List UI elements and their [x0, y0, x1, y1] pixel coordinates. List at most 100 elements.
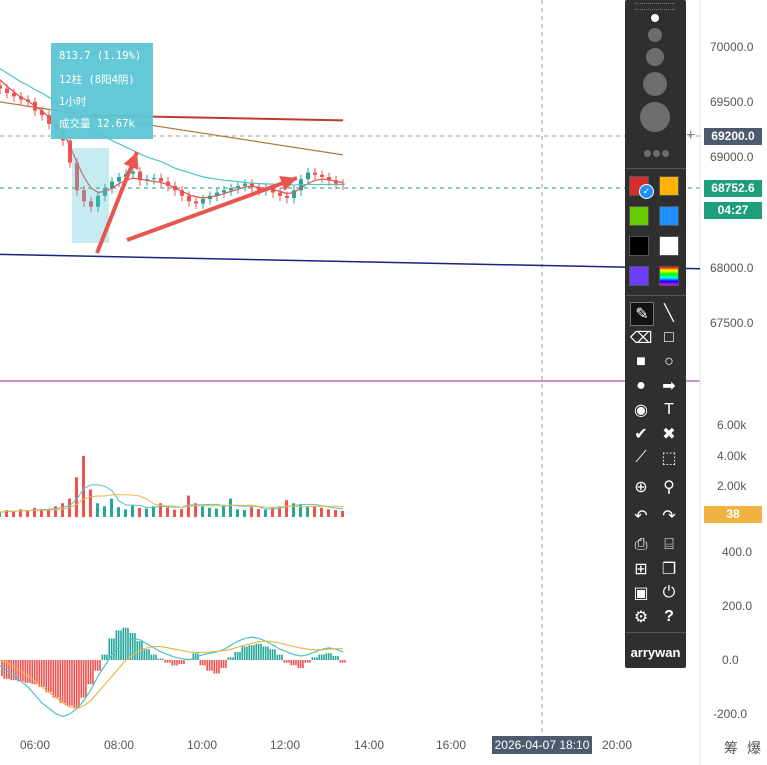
brush-size-1[interactable] [651, 14, 659, 22]
macd-histogram-bar [85, 660, 87, 698]
volume-bar [166, 507, 169, 517]
macd-histogram-bar [232, 657, 234, 660]
check-icon[interactable]: ✔ [634, 426, 648, 443]
macd-histogram-bar [260, 643, 262, 660]
macd-histogram-bar [192, 653, 195, 660]
macd-histogram-bar [1, 660, 3, 677]
brush-size-4[interactable] [643, 72, 667, 96]
brush-more-dot[interactable] [644, 150, 651, 157]
stamp-icon[interactable]: ◉ [634, 402, 648, 419]
user-label: arrywan [630, 645, 681, 660]
color-swatch[interactable] [659, 206, 679, 226]
candle-body [236, 185, 240, 189]
candle-body [68, 140, 72, 163]
macd-histogram-bar [220, 660, 223, 669]
macd-histogram-bar [103, 654, 106, 660]
macd-histogram-bar [229, 657, 232, 660]
rectangle-fill-icon[interactable]: ■ [636, 353, 646, 370]
macd-histogram-bar [327, 653, 330, 660]
print-icon[interactable]: ⎙ [634, 536, 648, 553]
settings-icon[interactable]: ⚙ [633, 609, 649, 626]
color-swatch[interactable] [659, 236, 679, 256]
text-icon[interactable]: T [664, 401, 674, 418]
macd-histogram-bar [113, 638, 115, 660]
line-icon[interactable]: ╲ [664, 305, 674, 322]
macd-histogram-bar [218, 660, 220, 674]
candle-body [75, 162, 79, 191]
volume-bar [47, 509, 50, 517]
candle-body [320, 174, 324, 177]
brush-more-dot[interactable] [653, 150, 660, 157]
burst-button[interactable]: 爆 [747, 740, 761, 756]
volume-bar [201, 506, 204, 517]
volume-bar [194, 503, 197, 517]
brush-size-5[interactable] [640, 102, 670, 132]
volume-bar [12, 511, 15, 517]
candle-body [131, 171, 135, 174]
volume-bar [243, 510, 246, 517]
rectangle-outline-icon[interactable]: □ [664, 329, 674, 346]
macd-histogram-bar [26, 660, 29, 683]
add-page-icon[interactable]: ⊞ [634, 561, 648, 578]
macd-histogram-bar [152, 654, 155, 660]
tooltip-volume: 成交量 12.67k [59, 118, 135, 130]
brush-size-3[interactable] [646, 48, 664, 66]
eyedropper-icon[interactable]: ⟋ [635, 449, 647, 466]
color-swatch[interactable] [629, 236, 649, 256]
zoom-in-icon[interactable]: ⊕ [634, 479, 648, 496]
ellipse-outline-icon[interactable]: ○ [664, 353, 674, 370]
color-swatch[interactable] [629, 266, 649, 286]
color-swatch[interactable] [659, 176, 679, 196]
macd-histogram-bar [94, 660, 97, 671]
macd-histogram-bar [304, 660, 307, 663]
candle-body [117, 177, 121, 182]
copy-icon[interactable]: ❐ [661, 561, 677, 578]
ellipse-fill-icon[interactable]: ● [636, 377, 646, 394]
redo-icon[interactable]: ↷ [662, 508, 676, 525]
range-highlight-box [72, 148, 109, 243]
pencil-icon[interactable]: ✎ [630, 302, 654, 326]
color-swatch[interactable] [659, 266, 679, 286]
volume-bar [40, 509, 43, 517]
volume-bar [131, 504, 134, 517]
volume-bar [341, 510, 344, 517]
macd-histogram-bar [96, 660, 99, 671]
undo-icon[interactable]: ↶ [634, 508, 648, 525]
volume-bar [236, 509, 239, 517]
macd-histogram-bar [87, 660, 90, 685]
macd-histogram-bar [295, 660, 297, 666]
candle-body [327, 177, 331, 181]
candle-body [194, 201, 198, 204]
macd-histogram-bar [344, 660, 346, 663]
candle-body [82, 190, 86, 202]
brush-size-2[interactable] [648, 28, 662, 42]
volume-bar [299, 504, 302, 517]
macd-histogram-bar [150, 654, 153, 660]
macd-histogram-bar [73, 660, 76, 709]
save-icon[interactable]: ▣ [633, 585, 649, 602]
select-icon[interactable]: ⬚ [661, 450, 677, 467]
volume-bar [334, 510, 337, 517]
color-swatch[interactable] [629, 206, 649, 226]
volume-bar [180, 509, 183, 517]
macd-dea-line [0, 640, 343, 710]
zoom-icon[interactable]: ⚲ [663, 479, 675, 496]
macd-histogram-bar [199, 660, 202, 666]
power-icon[interactable]: ⏻ [662, 584, 676, 601]
macd-tick-label: -200.0 [713, 706, 748, 721]
arrow-icon[interactable]: ➡ [662, 378, 676, 395]
macd-histogram-bar [313, 657, 316, 660]
macd-histogram-bar [250, 645, 253, 660]
macd-histogram-bar [204, 660, 206, 666]
toolbar-drag-handle[interactable] [635, 3, 675, 10]
chips-button[interactable]: 筹 [724, 740, 738, 756]
volume-bar [89, 489, 92, 517]
help-icon[interactable]: ? [664, 608, 674, 625]
eraser-icon[interactable]: ⌫ [629, 330, 653, 347]
close-icon[interactable]: ✖ [662, 426, 676, 443]
clear-icon[interactable]: ⌸ [664, 536, 674, 553]
brush-more-dot[interactable] [662, 150, 669, 157]
macd-histogram-bar [124, 627, 127, 660]
macd-tick-label: 400.0 [722, 545, 753, 560]
